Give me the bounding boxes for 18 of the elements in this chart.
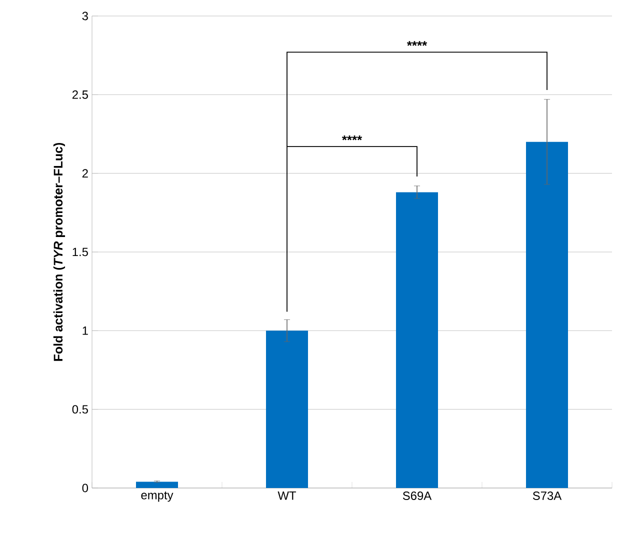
y-tick-label: 0.5: [72, 405, 88, 414]
x-tick-label: S73A: [532, 492, 562, 500]
text: Fold activation (TYR promoter–FLuc): [53, 142, 66, 361]
x-tick-label: S69A: [402, 492, 432, 500]
bar: [266, 330, 308, 488]
annotation: ****: [342, 135, 362, 140]
bar: [396, 192, 438, 488]
y-tick-label: 1: [82, 326, 88, 335]
bar: [136, 482, 178, 488]
x-tick-label: empty: [141, 492, 174, 502]
y-tick-label: 3: [82, 12, 88, 20]
y-tick-label: 2: [82, 169, 88, 178]
annotation: ****: [406, 41, 428, 46]
bar: [526, 142, 568, 488]
y-tick-label: 0: [82, 484, 88, 492]
y-tick-label: 1.5: [72, 248, 88, 256]
y-tick-label: 2.5: [72, 90, 88, 99]
x-tick-label: WT: [278, 492, 296, 500]
